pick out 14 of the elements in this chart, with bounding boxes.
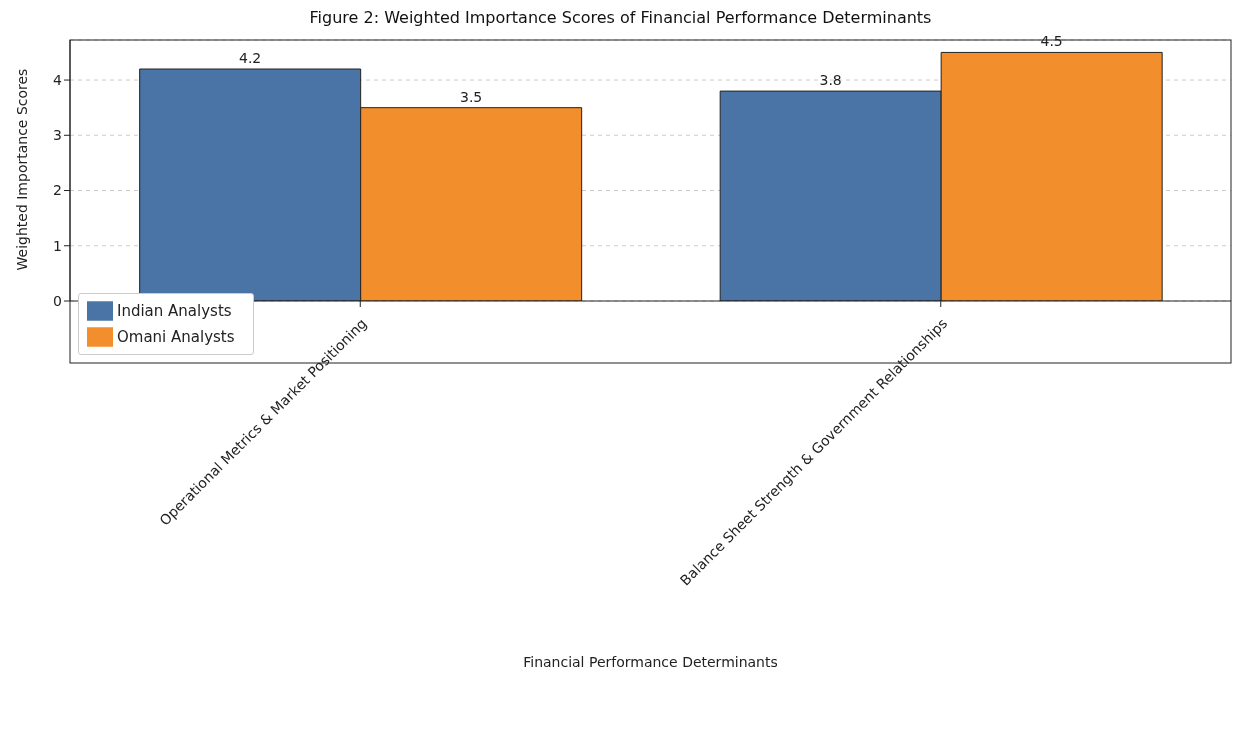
y-tick-label: 2 xyxy=(53,182,62,199)
legend-label: Indian Analysts xyxy=(117,301,232,320)
y-tick-label: 4 xyxy=(53,72,63,89)
data-label: 4.2 xyxy=(239,50,262,66)
data-label: 3.8 xyxy=(819,72,842,89)
x-axis-title: Financial Performance Determinants xyxy=(523,654,778,670)
data-label: 4.5 xyxy=(1040,33,1063,50)
y-tick-label: 0 xyxy=(53,292,62,309)
y-tick-label: 1 xyxy=(53,237,62,254)
data-label: 3.5 xyxy=(460,88,483,105)
legend-label: Omani Analysts xyxy=(117,327,235,346)
chart-title: Figure 2: Weighted Importance Scores of Financial Performance Determinants xyxy=(308,8,933,27)
y-axis-title: Weighted Importance Scores xyxy=(13,68,30,271)
y-tick-label: 3 xyxy=(53,127,62,144)
